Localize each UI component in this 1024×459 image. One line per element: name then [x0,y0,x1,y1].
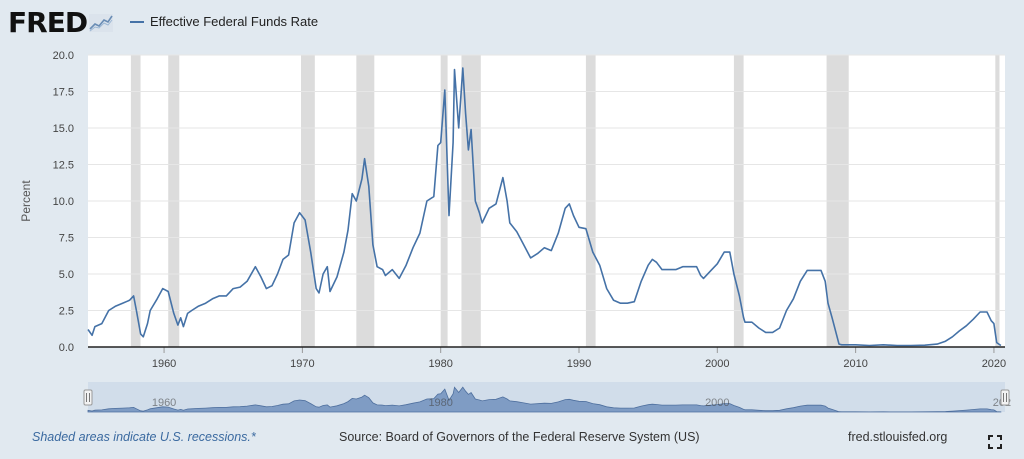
y-tick-label: 0.0 [59,342,74,354]
legend-swatch [130,20,144,23]
x-tick-label: 2020 [982,358,1006,370]
y-tick-label: 12.5 [53,160,74,172]
y-tick-label: 15.0 [53,123,74,135]
fullscreen-icon[interactable] [988,435,1002,449]
legend-label: Effective Federal Funds Rate [150,14,319,29]
y-axis-ticks: 0.0 2.5 5.0 7.5 10.0 12.5 15.0 17.5 20.0 [53,50,74,354]
recession-note[interactable]: Shaded areas indicate U.S. recessions.* [32,430,256,444]
x-tick-label: 1960 [152,358,176,370]
fred-logo[interactable]: FRED [8,6,114,39]
chart-svg: 0.0 2.5 5.0 7.5 10.0 12.5 15.0 17.5 20.0 1960 197… [19,50,1011,413]
site-link[interactable]: fred.stlouisfed.org [848,430,948,444]
series-line [87,67,1002,347]
range-navigator[interactable]: 196019802000202 [83,382,1011,413]
x-tick-label: 2010 [843,358,867,370]
chart-legend: Effective Federal Funds Rate [130,14,318,29]
y-tick-label: 17.5 [53,87,74,99]
y-tick-label: 2.5 [59,306,74,318]
y-tick-label: 20.0 [53,50,74,62]
x-tick-label: 1990 [567,358,591,370]
navigator-right-handle[interactable] [1000,389,1010,406]
source-text: Source: Board of Governors of the Federa… [339,430,700,444]
x-axis-ticks: 1960 1970 1980 1990 2000 2010 2020 [152,347,1006,370]
y-tick-label: 5.0 [59,269,74,281]
x-tick-label: 1980 [428,358,452,370]
y-tick-label: 10.0 [53,196,74,208]
fred-graph-icon [89,13,114,37]
navigator-label: 1980 [428,397,452,409]
x-tick-label: 2000 [705,358,729,370]
y-axis-title: Percent [19,180,33,222]
y-tick-label: 7.5 [59,233,74,245]
grid-lines [88,54,1005,311]
navigator-label: 2000 [705,397,729,409]
fred-logo-text: FRED [8,6,88,39]
navigator-left-handle[interactable] [83,389,93,406]
navigator-label: 1960 [152,397,176,409]
x-tick-label: 1970 [290,358,314,370]
navigator-area [87,386,1002,413]
